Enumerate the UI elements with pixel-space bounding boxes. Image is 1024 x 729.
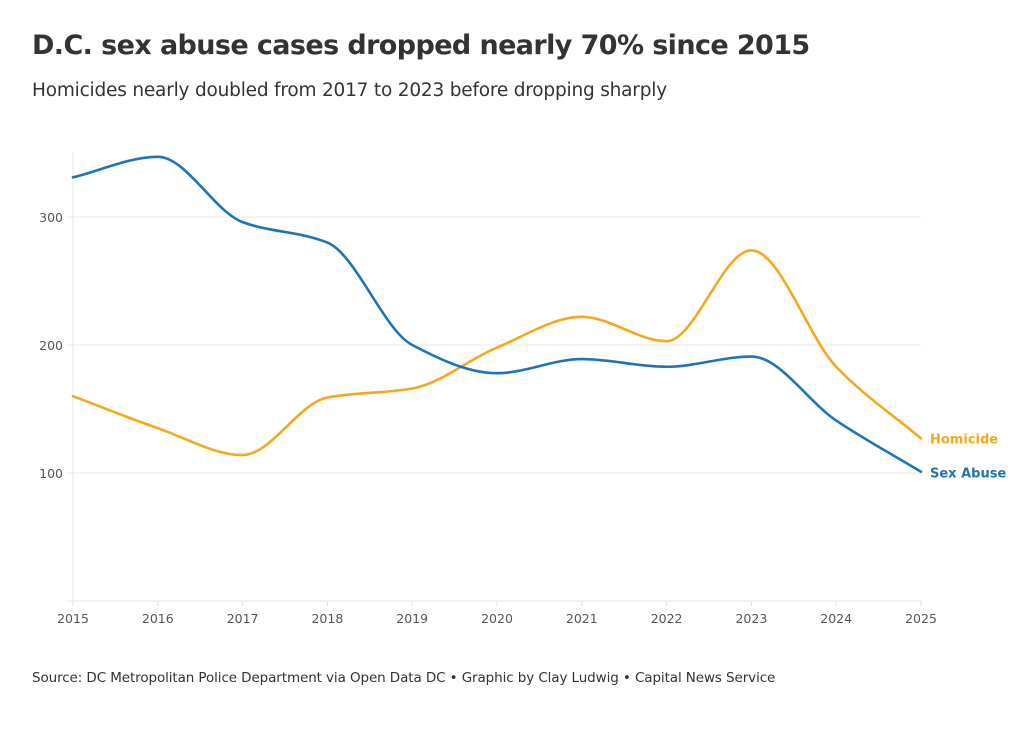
y-axis-ticks: 100 200 300 [39,210,63,481]
x-tick-label: 2025 [905,611,937,626]
homicide-line [71,248,923,457]
sex-abuse-line [71,155,923,474]
x-tick-label: 2024 [820,611,852,626]
x-tick-label: 2019 [396,611,428,626]
x-tick-label: 2023 [735,611,767,626]
x-tick-label: 2021 [566,611,598,626]
y-tick-label: 100 [39,466,63,481]
gridlines [67,216,921,474]
x-tick-label: 2016 [142,611,174,626]
chart-title: D.C. sex abuse cases dropped nearly 70% … [32,30,810,61]
x-axis-ticks: 2015 2016 2017 2018 2019 2020 2021 2022 2023 2024… [57,601,937,626]
x-tick-label: 2018 [311,611,343,626]
x-tick-label: 2020 [481,611,513,626]
x-tick-label: 2017 [227,611,259,626]
x-tick-label: 2015 [57,611,89,626]
y-tick-label: 300 [39,210,63,225]
homicide-label: Homicide [930,432,998,447]
series-labels: Homicide Sex Abuse [930,432,1006,481]
sex-abuse-label: Sex Abuse [930,467,1006,482]
series-lines [71,155,923,474]
y-tick-label: 200 [39,338,63,353]
chart-subtitle: Homicides nearly doubled from 2017 to 20… [32,80,667,101]
x-tick-label: 2022 [651,611,683,626]
axes [67,152,921,602]
source-note: Source: DC Metropolitan Police Departmen… [32,670,776,686]
